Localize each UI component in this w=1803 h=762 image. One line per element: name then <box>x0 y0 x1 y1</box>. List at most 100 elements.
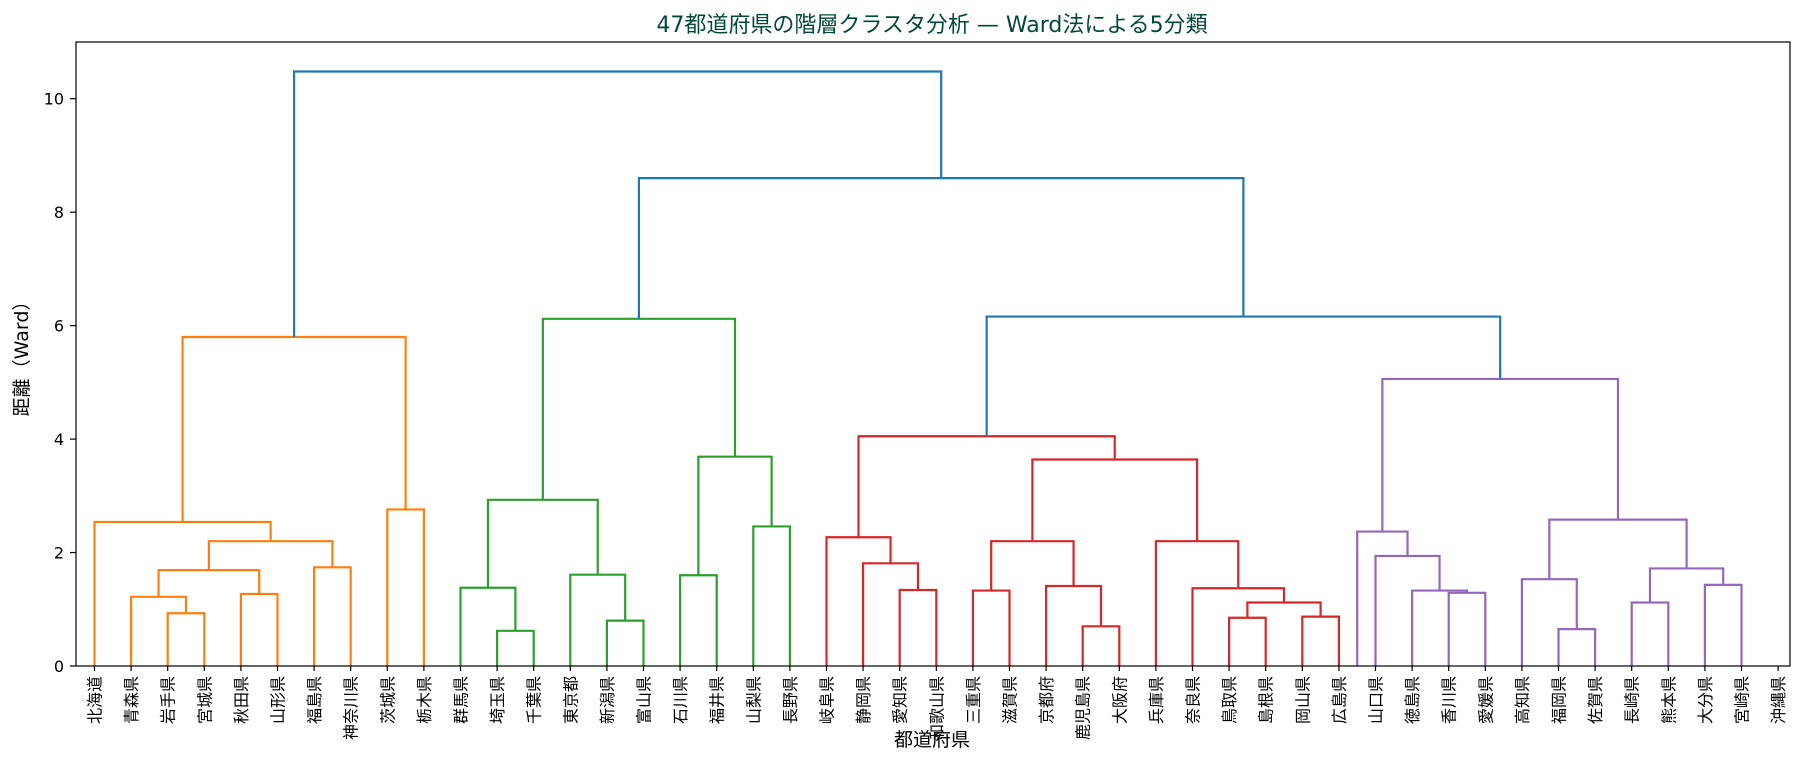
y-tick-label: 10 <box>44 90 64 109</box>
leaf-label: 高知県 <box>1513 676 1532 724</box>
dendrogram-link <box>1356 530 1409 666</box>
dendrogram-link <box>292 70 943 337</box>
y-tick-label: 6 <box>54 317 64 336</box>
y-tick-label: 2 <box>54 544 64 563</box>
dendrogram-link <box>1154 540 1240 666</box>
leaf-label: 鹿児島県 <box>1074 676 1093 740</box>
dendrogram-link <box>857 435 1116 538</box>
dendrogram-link <box>971 589 1011 666</box>
dendrogram-link <box>1557 628 1597 666</box>
dendrogram-link <box>239 592 279 666</box>
leaf-label: 北海道 <box>86 676 105 724</box>
dendrogram-link <box>862 562 920 666</box>
leaf-label: 佐賀県 <box>1586 676 1605 724</box>
leaf-label: 埼玉県 <box>488 676 507 724</box>
dendrogram-link <box>825 536 892 666</box>
dendrogram-link <box>130 595 188 666</box>
leaf-label: 徳島県 <box>1403 676 1422 724</box>
leaf-label: 福島県 <box>305 676 324 724</box>
dendrogram-link <box>459 586 517 666</box>
dendrogram-link <box>496 629 535 666</box>
dendrogram-link <box>1031 458 1199 542</box>
y-axis-label: 距離（Ward） <box>11 292 33 417</box>
dendrogram-link <box>697 455 773 576</box>
dendrogram-link <box>93 520 272 666</box>
leaf-label: 大阪府 <box>1110 676 1129 724</box>
leaf-label: 沖縄県 <box>1769 676 1788 724</box>
leaf-label: 山口県 <box>1367 676 1386 724</box>
leaf-label: 宮崎県 <box>1733 676 1752 724</box>
dendrogram-link <box>1381 377 1620 532</box>
dendrogram-link <box>898 588 938 666</box>
dendrogram-link <box>207 540 334 571</box>
leaf-label: 三重県 <box>964 676 983 724</box>
leaf-label: 岩手県 <box>159 676 178 724</box>
leaf-label: 奈良県 <box>1184 676 1203 724</box>
dendrogram-link <box>1246 601 1322 618</box>
dendrogram-link <box>985 315 1502 437</box>
leaf-label: 長崎県 <box>1623 676 1642 724</box>
leaf-label: 山梨県 <box>744 676 763 724</box>
x-axis-label: 都道府県 <box>894 729 970 751</box>
leaf-label: 神奈川県 <box>342 676 361 740</box>
dendrogram-link <box>1411 589 1469 666</box>
chart-title: 47都道府県の階層クラスタ分析 — Ward法による5分類 <box>656 13 1207 38</box>
dendrogram-link <box>1228 616 1267 666</box>
leaf-label: 大分県 <box>1696 676 1715 724</box>
leaf-label: 長野県 <box>781 676 800 724</box>
dendrogram-link <box>1081 625 1121 666</box>
leaf-label: 滋賀県 <box>1001 676 1020 724</box>
dendrogram-link <box>605 619 645 666</box>
leaf-label: 栃木県 <box>415 676 434 724</box>
leaf-labels: 北海道 青森県 岩手県 宮城県 秋田県 山形県 福島県 神奈川県 茨城県 栃木県 群馬県 埼玉県 千葉県… <box>86 666 1788 740</box>
dendrogram-link <box>1447 591 1487 666</box>
leaf-label: 岡山県 <box>1293 676 1312 724</box>
leaf-label: 千葉県 <box>525 676 544 724</box>
leaf-label: 愛媛県 <box>1476 676 1495 724</box>
dendrogram-link <box>1548 518 1688 580</box>
leaf-label: 愛知県 <box>891 676 910 724</box>
dendrogram-link <box>1630 601 1670 666</box>
leaf-label: 静岡県 <box>854 676 873 724</box>
plot-area <box>93 70 1743 666</box>
leaf-label: 富山県 <box>635 676 654 724</box>
dendrogram-link <box>1703 583 1743 666</box>
dendrogram-link <box>181 335 407 522</box>
dendrogram-link <box>386 508 425 666</box>
dendrogram-link <box>1520 578 1578 666</box>
dendrogram-link <box>1301 615 1340 666</box>
y-axis: 0 2 4 6 8 10 <box>44 90 76 676</box>
leaf-label: 鳥取県 <box>1220 676 1239 724</box>
leaf-label: 京都府 <box>1037 676 1056 724</box>
dendrogram-link <box>679 574 718 666</box>
leaf-label: 青森県 <box>122 676 141 724</box>
dendrogram-link <box>1191 587 1286 666</box>
dendrogram-link <box>752 525 791 666</box>
leaf-label: 熊本県 <box>1659 676 1678 724</box>
leaf-label: 群馬県 <box>452 676 471 724</box>
dendrogram-link <box>166 612 206 666</box>
y-tick-label: 4 <box>54 430 64 449</box>
leaf-label: 茨城県 <box>378 676 397 724</box>
y-tick-label: 8 <box>54 203 64 222</box>
leaf-label: 山形県 <box>269 676 288 724</box>
dendrogram-link <box>313 566 352 666</box>
leaf-label: 岐阜県 <box>818 676 837 724</box>
dendrogram-link <box>1374 554 1441 666</box>
y-tick-label: 0 <box>54 657 64 676</box>
plot-frame <box>75 41 1791 667</box>
leaf-label: 石川県 <box>671 676 690 724</box>
leaf-label: 広島県 <box>1330 676 1349 724</box>
leaf-label: 東京都 <box>561 676 580 724</box>
dendrogram-link <box>1045 584 1103 666</box>
dendrogram-link <box>990 540 1075 591</box>
dendrogram-link <box>541 317 737 500</box>
leaf-label: 香川県 <box>1440 676 1459 724</box>
dendrogram-link <box>157 569 261 597</box>
leaf-label: 和歌山県 <box>927 676 946 740</box>
leaf-label: 島根県 <box>1257 676 1276 724</box>
leaf-label: 兵庫県 <box>1147 676 1166 724</box>
leaf-label: 新潟県 <box>598 676 617 724</box>
dendrogram-link <box>637 177 1245 319</box>
